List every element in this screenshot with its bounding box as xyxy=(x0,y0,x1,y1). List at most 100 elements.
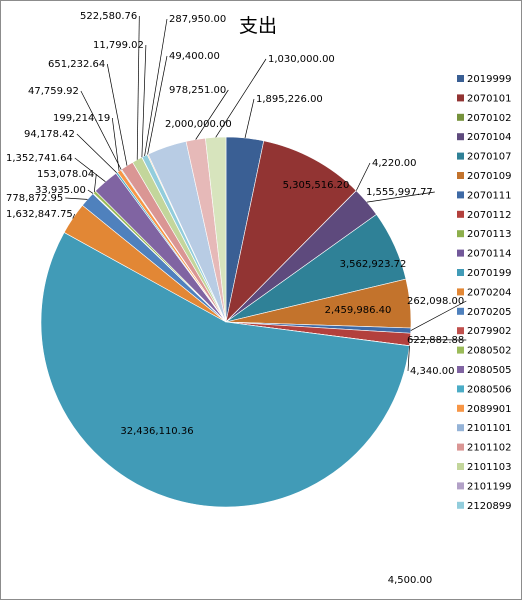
leader-line-17 xyxy=(111,117,120,172)
legend-swatch-1 xyxy=(457,94,464,102)
leader-line-8 xyxy=(407,345,410,372)
legend-entry-16: 2080506 xyxy=(467,384,512,395)
legend-entry-21: 2101199 xyxy=(467,481,512,492)
leader-line-2 xyxy=(355,162,371,191)
legend-entry-10: 2070199 xyxy=(467,268,512,279)
legend-entry-13: 2079902 xyxy=(467,326,512,337)
leader-line-3 xyxy=(366,191,435,203)
legend-entry-12: 2070205 xyxy=(467,307,512,318)
legend-entry-0: 2019999 xyxy=(467,74,512,85)
leader-line-12 xyxy=(65,197,88,200)
data-label-24: 2,000,000.00 xyxy=(165,119,232,130)
leader-line-11 xyxy=(72,213,76,219)
legend-entry-9: 2070114 xyxy=(467,249,512,260)
data-label-18: 47,759.92 xyxy=(28,86,79,97)
legend-entry-2: 2070102 xyxy=(467,113,512,124)
data-label-25: 978,251.00 xyxy=(169,85,226,96)
legend-entry-14: 2080502 xyxy=(467,346,512,357)
data-label-5: 2,459,986.40 xyxy=(325,305,392,316)
legend-swatch-9 xyxy=(457,249,464,257)
data-label-26: 1,030,000.00 xyxy=(268,54,335,65)
data-label-2: 4,220.00 xyxy=(372,158,417,169)
legend-entry-11: 2070204 xyxy=(467,287,512,298)
pie-slice-10 xyxy=(40,232,410,508)
data-label-22: 287,950.00 xyxy=(169,14,226,25)
legend-swatch-10 xyxy=(457,269,464,276)
legend-swatch-12 xyxy=(457,307,464,315)
data-label-6: 262,098.00 xyxy=(407,296,464,307)
legend-swatch-4 xyxy=(457,152,464,160)
leader-line-26 xyxy=(215,58,267,138)
data-label-13: 33,935.00 xyxy=(35,185,86,196)
legend-entry-20: 2101103 xyxy=(467,462,512,473)
data-label-1: 5,305,516.20 xyxy=(283,180,350,191)
data-label-16: 94,178.42 xyxy=(24,129,75,140)
data-label-17: 199,214.19 xyxy=(53,113,110,124)
leader-line-6 xyxy=(410,300,467,331)
leader-line-7 xyxy=(410,339,467,341)
chart-title: 支出 xyxy=(239,15,277,37)
leader-line-14 xyxy=(93,173,97,193)
legend-entry-7: 2070112 xyxy=(467,210,512,221)
leader-line-21 xyxy=(141,44,147,158)
data-label-8: 4,340.00 xyxy=(410,366,455,377)
data-label-0: 1,895,226.00 xyxy=(256,94,323,105)
data-label-21: 11,799.02 xyxy=(93,40,144,51)
data-label-19: 651,232.64 xyxy=(48,59,105,70)
legend-entry-8: 2070113 xyxy=(467,229,512,240)
legend-entry-17: 2089901 xyxy=(467,404,512,415)
legend-swatch-20 xyxy=(457,463,464,470)
legend-swatch-15 xyxy=(457,366,464,373)
data-label-4: 3,562,923.72 xyxy=(340,259,407,270)
legend: 2019999 2070101 2070102 2070104 2070107 20701… xyxy=(457,74,512,512)
legend-entry-18: 2101101 xyxy=(467,423,512,434)
data-label-14: 153,078.04 xyxy=(37,169,94,180)
data-label-10: 32,436,110.36 xyxy=(120,426,193,437)
data-label-23: 49,400.00 xyxy=(169,51,220,62)
legend-swatch-19 xyxy=(457,443,464,451)
data-label-20: 522,580.76 xyxy=(80,11,137,22)
leader-line-18 xyxy=(80,90,122,170)
legend-swatch-11 xyxy=(457,288,464,296)
legend-entry-22: 2120899 xyxy=(467,501,512,512)
leader-line-23 xyxy=(147,55,168,155)
legend-swatch-6 xyxy=(457,191,464,199)
leader-line-25 xyxy=(195,89,229,140)
legend-entry-6: 2070111 xyxy=(467,190,512,201)
legend-swatch-7 xyxy=(457,210,464,218)
legend-swatch-16 xyxy=(457,385,464,393)
legend-swatch-22 xyxy=(457,501,464,509)
data-label-9: 4,500.00 xyxy=(388,575,433,586)
leader-line-0 xyxy=(244,98,255,139)
data-label-11: 1,632,847.75 xyxy=(6,209,73,220)
legend-swatch-8 xyxy=(457,230,464,238)
data-label-15: 1,352,741.64 xyxy=(6,153,73,164)
legend-entry-15: 2080505 xyxy=(467,365,512,376)
legend-entry-5: 2070109 xyxy=(467,171,512,182)
legend-swatch-21 xyxy=(457,482,464,490)
legend-swatch-0 xyxy=(457,75,464,82)
data-label-7: 622,882.88 xyxy=(407,335,464,346)
leader-line-15 xyxy=(74,157,106,182)
data-label-12: 778,872.95 xyxy=(6,193,63,204)
pie-slice-1 xyxy=(225,140,357,323)
data-label-3: 1,555,997.77 xyxy=(366,187,433,198)
leader-line-13 xyxy=(87,189,94,194)
legend-swatch-18 xyxy=(457,424,464,432)
legend-swatch-2 xyxy=(457,113,464,121)
legend-swatch-17 xyxy=(457,404,464,412)
legend-swatch-14 xyxy=(457,346,464,354)
legend-entry-19: 2101102 xyxy=(467,443,512,454)
legend-swatch-13 xyxy=(457,327,464,335)
pie-slice-26 xyxy=(205,136,227,323)
leader-line-22 xyxy=(144,18,168,156)
legend-entry-1: 2070101 xyxy=(467,93,512,104)
legend-entry-4: 2070107 xyxy=(467,152,512,163)
leader-line-16 xyxy=(76,133,117,173)
leader-line-19 xyxy=(106,63,128,166)
legend-entry-3: 2070104 xyxy=(467,132,512,143)
legend-swatch-5 xyxy=(457,172,464,179)
legend-swatch-3 xyxy=(457,133,464,141)
leader-line-20 xyxy=(136,15,140,160)
